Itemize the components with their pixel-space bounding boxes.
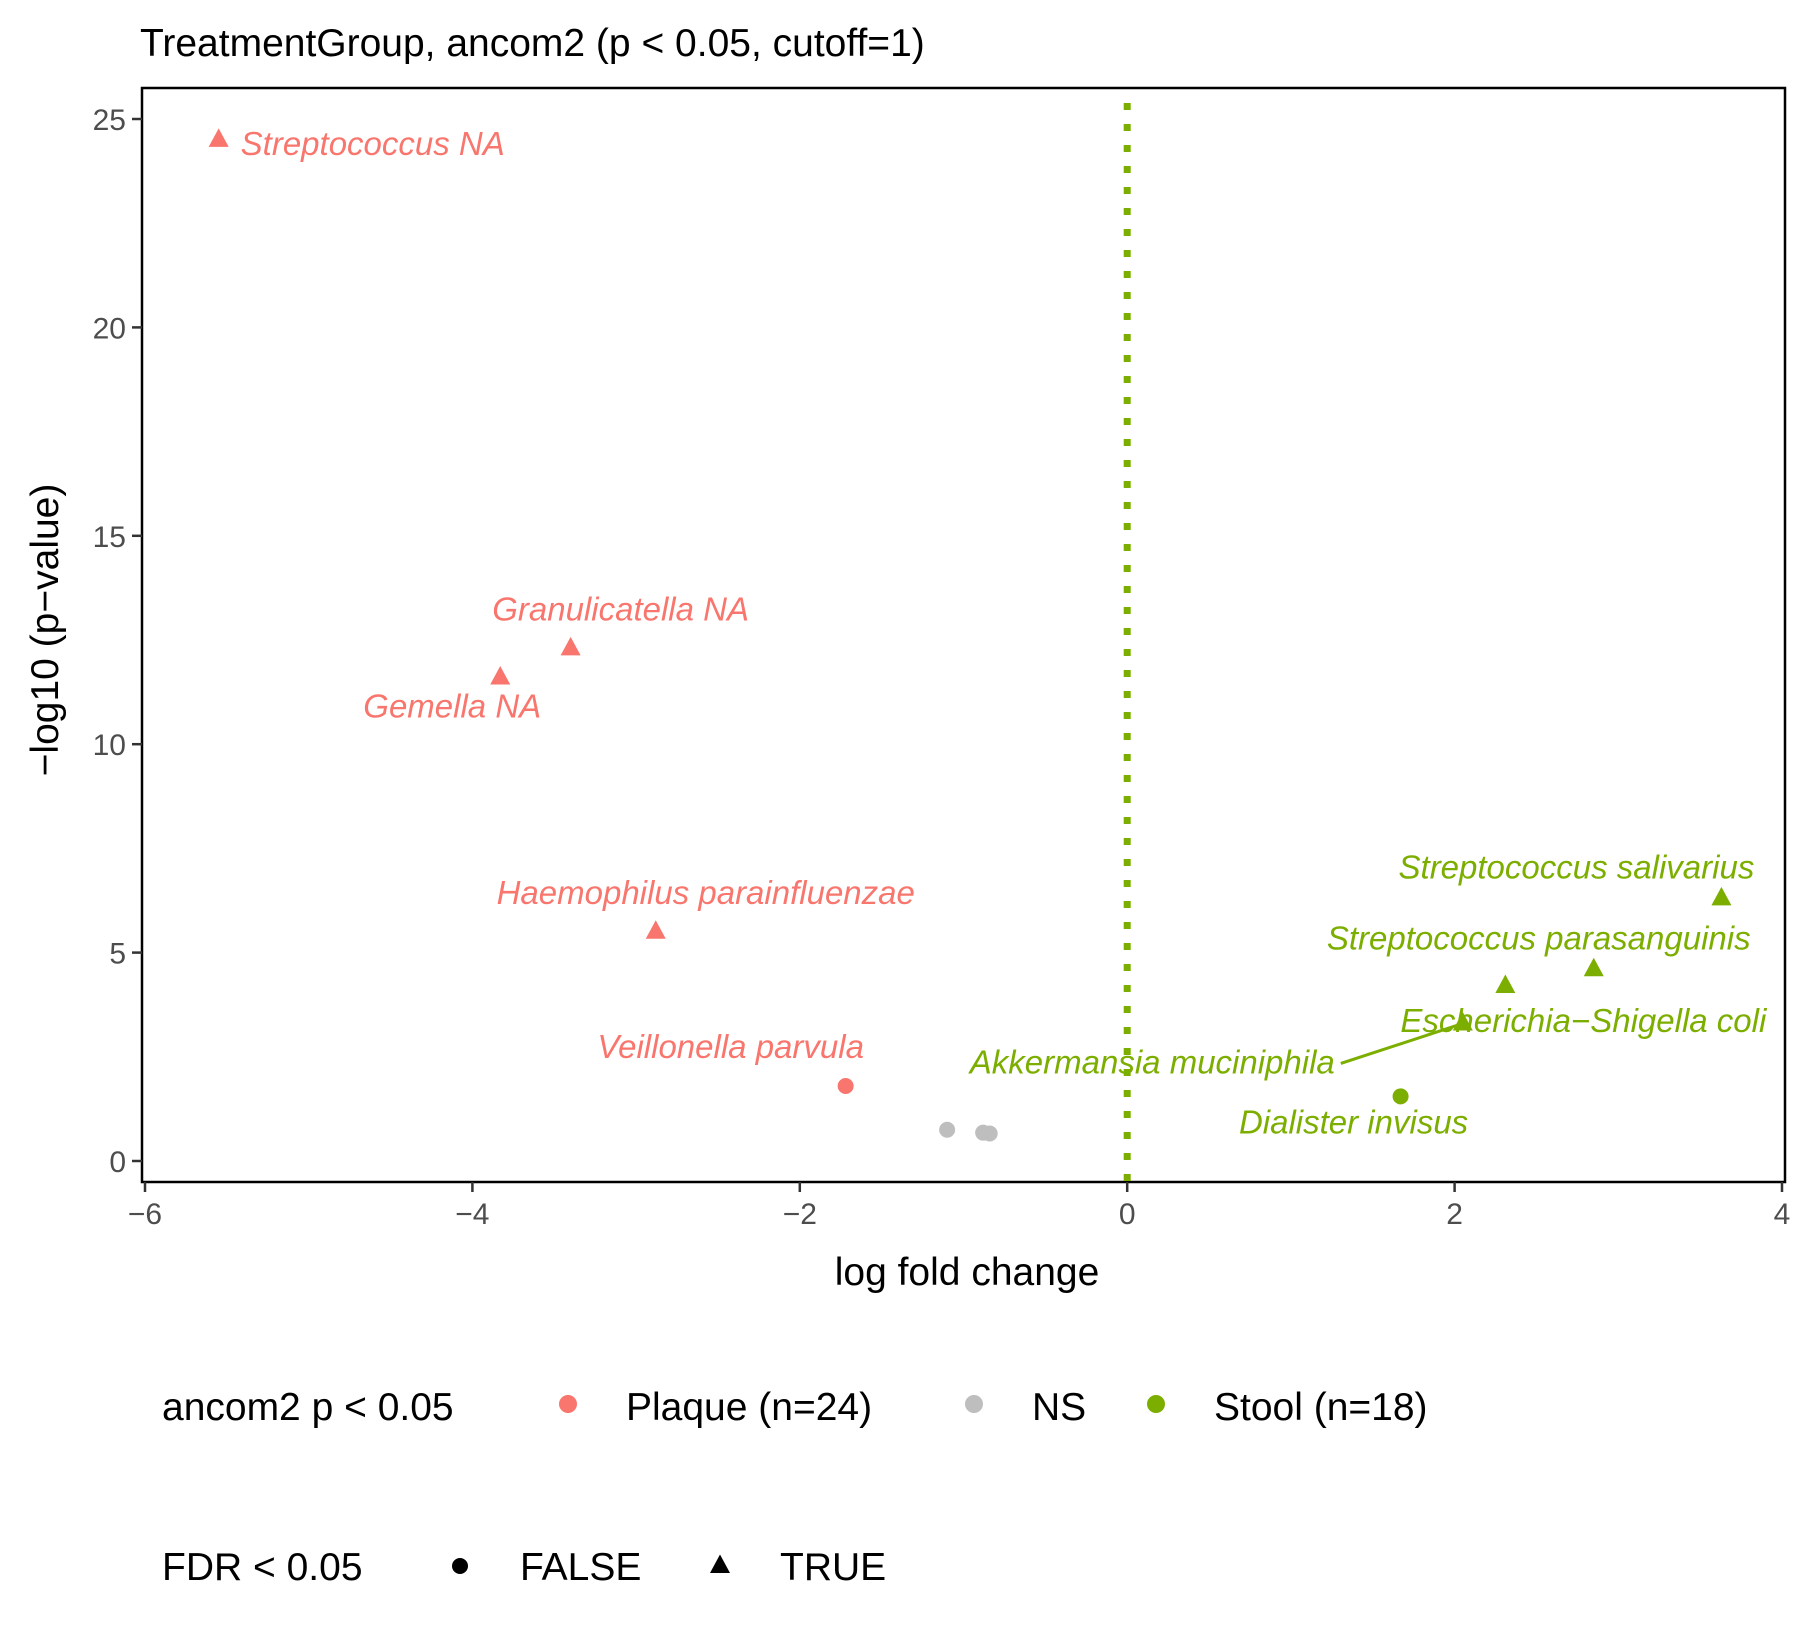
y-tick-label: 20 xyxy=(93,312,126,345)
y-tick-label: 10 xyxy=(93,729,126,762)
y-tick-label: 0 xyxy=(109,1146,126,1179)
data-point xyxy=(1392,1088,1409,1105)
point-label: Escherichia−Shigella coli xyxy=(1400,1002,1768,1039)
y-tick-label: 5 xyxy=(109,938,126,971)
point-label: Akkermansia muciniphila xyxy=(968,1043,1335,1080)
point-label: Gemella NA xyxy=(363,688,541,725)
legend-key-triangle xyxy=(710,1554,730,1573)
point-label: Haemophilus parainfluenzae xyxy=(497,874,915,911)
data-point xyxy=(645,920,666,939)
plot-area: −6 −4 −2 0 2 4 0 5 10 15 20 25 Streptococcus NA Granu… xyxy=(93,86,1791,1231)
y-tick-label: 15 xyxy=(93,521,126,554)
x-tick-label: −4 xyxy=(455,1198,489,1231)
data-point xyxy=(1583,957,1604,977)
legend-label-plaque: Plaque (n=24) xyxy=(626,1386,872,1429)
legend-key-plaque xyxy=(559,1395,577,1413)
label-leader-line xyxy=(1340,1024,1458,1065)
legend-label-stool: Stool (n=18) xyxy=(1214,1386,1428,1429)
data-point xyxy=(1495,974,1516,993)
x-tick-label: −6 xyxy=(128,1198,162,1231)
legend: ancom2 p < 0.05 FDR < 0.05 Plaque (n=24)… xyxy=(162,1386,1428,1589)
point-label: Streptococcus parasanguinis xyxy=(1327,919,1751,956)
data-point xyxy=(1711,886,1732,906)
x-tick-label: 4 xyxy=(1774,1198,1791,1231)
legend-label-ns: NS xyxy=(1032,1386,1086,1429)
legend-shape-title: FDR < 0.05 xyxy=(162,1546,363,1589)
y-axis-title: −log10 (p−value) xyxy=(24,484,67,777)
legend-key-ns xyxy=(965,1395,983,1413)
data-point xyxy=(208,128,229,147)
point-label: Dialister invisus xyxy=(1239,1103,1468,1140)
legend-label-false: FALSE xyxy=(520,1546,641,1589)
legend-label-true: TRUE xyxy=(780,1546,886,1589)
legend-key-stool xyxy=(1147,1395,1165,1413)
x-axis-title: log fold change xyxy=(835,1251,1100,1294)
plot-border xyxy=(140,86,1787,1184)
data-point xyxy=(490,666,511,685)
data-point xyxy=(939,1121,956,1138)
data-point xyxy=(560,636,581,656)
x-tick-label: −2 xyxy=(783,1198,817,1231)
data-point xyxy=(837,1077,854,1094)
point-label: Veillonella parvula xyxy=(597,1028,864,1065)
y-tick-label: 25 xyxy=(93,104,126,137)
x-tick-label: 2 xyxy=(1446,1198,1463,1231)
x-tick-label: 0 xyxy=(1119,1198,1136,1231)
point-label: Streptococcus NA xyxy=(241,125,505,162)
data-point xyxy=(981,1125,998,1142)
chart-title: TreatmentGroup, ancom2 (p < 0.05, cutoff… xyxy=(140,22,925,65)
point-label: Granulicatella NA xyxy=(492,590,749,627)
legend-key-circle xyxy=(452,1558,468,1574)
data-point xyxy=(1452,1011,1473,1031)
point-label: Streptococcus salivarius xyxy=(1399,848,1755,885)
legend-color-title: ancom2 p < 0.05 xyxy=(162,1386,454,1429)
